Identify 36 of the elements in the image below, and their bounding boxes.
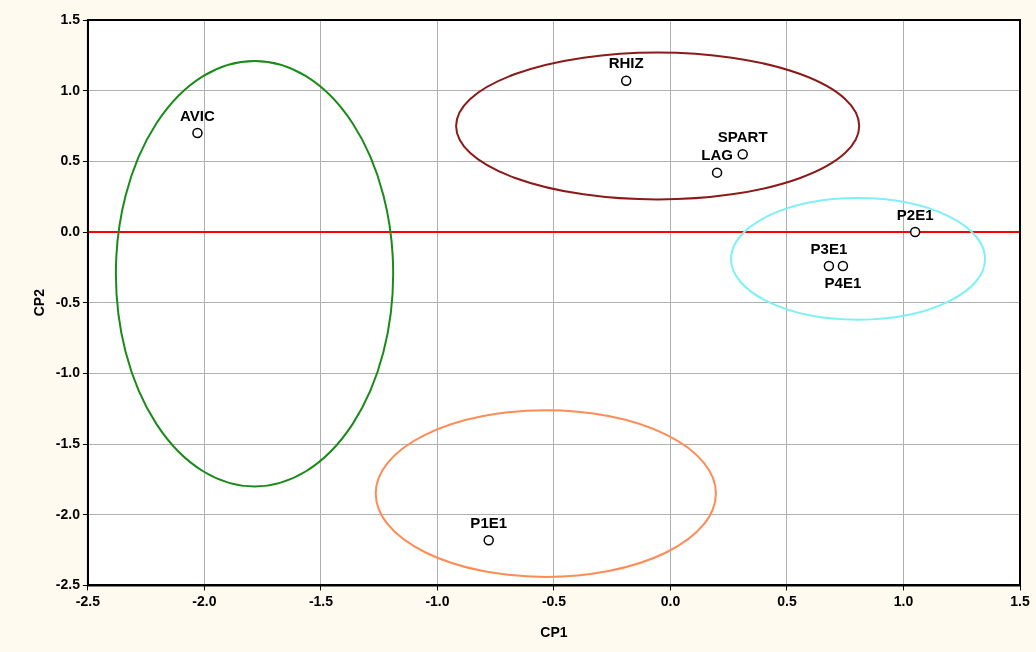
point xyxy=(620,75,632,87)
annotation: SPART xyxy=(717,127,768,145)
y-tick-label: -0.5 xyxy=(55,293,81,310)
point xyxy=(737,149,748,160)
y-tick-label: -2.5 xyxy=(55,576,81,593)
annotation: AVIC xyxy=(180,106,215,124)
annotation: P3E1 xyxy=(810,239,848,257)
annotation: P2E1 xyxy=(896,205,934,223)
x-tick-label: -2.0 xyxy=(192,592,217,609)
point xyxy=(711,167,723,178)
point xyxy=(192,127,203,139)
y-axis-title: CP2 xyxy=(31,288,48,317)
x-tick-label: 1.0 xyxy=(893,592,914,609)
y-tick-label: 1.0 xyxy=(60,81,81,98)
x-tick-label: 0.5 xyxy=(777,592,797,609)
y-tick-label: 1.5 xyxy=(60,10,81,27)
point xyxy=(823,260,835,272)
y-tick-label: 0.0 xyxy=(60,222,81,239)
x-tick-label: -0.5 xyxy=(541,592,567,609)
y-tick-label: -1.0 xyxy=(55,364,81,381)
annotation: P1E1 xyxy=(470,513,508,531)
x-tick-label: -2.5 xyxy=(75,592,101,609)
point xyxy=(837,260,849,272)
annotation: RHIZ xyxy=(608,54,644,72)
y-tick-label: -1.5 xyxy=(55,434,81,451)
y-tick-label: -2.0 xyxy=(55,505,81,522)
y-tick-label: 0.5 xyxy=(60,152,81,169)
x-axis-title: CP1 xyxy=(540,624,568,641)
annotation: P4E1 xyxy=(824,273,862,291)
point xyxy=(483,534,494,546)
point xyxy=(909,226,921,238)
x-tick-label: -1.5 xyxy=(308,592,334,609)
x-tick-label: 1.5 xyxy=(1010,592,1030,609)
x-tick-label: 0.0 xyxy=(660,592,681,609)
x-tick-label: -1.0 xyxy=(425,592,450,609)
annotation: LAG xyxy=(701,146,733,164)
